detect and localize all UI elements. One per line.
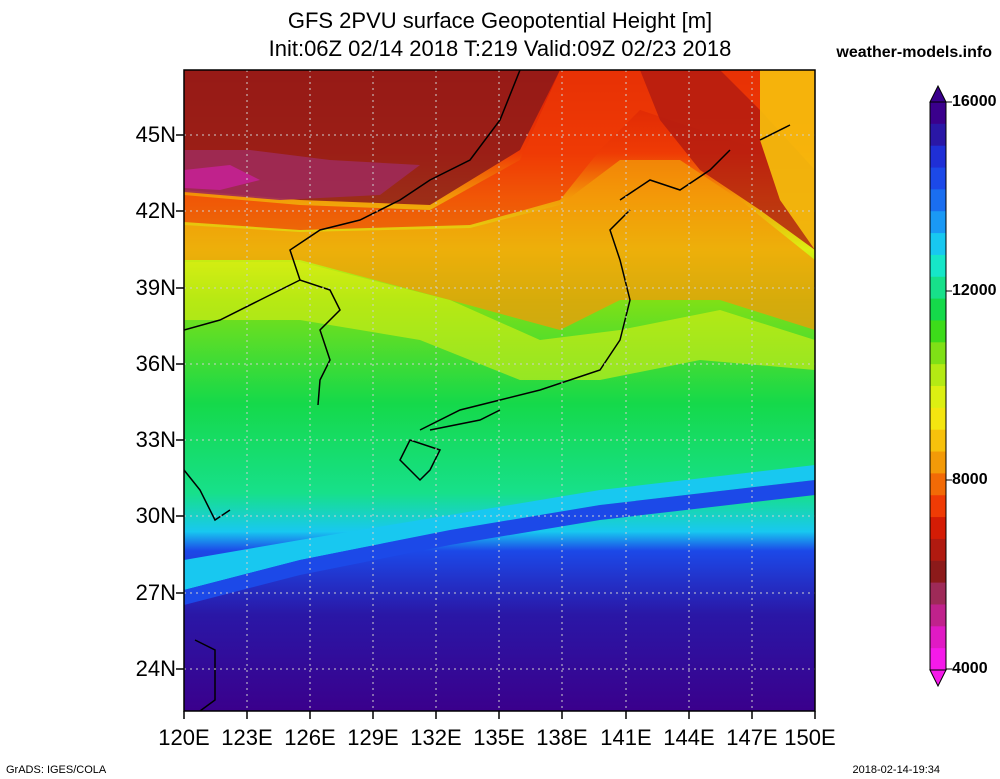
- colorbar-label-8000: 8000: [952, 471, 988, 488]
- lat-label-33n: 33N: [135, 427, 176, 452]
- colorbar-swatch: [930, 167, 946, 190]
- colorbar-swatch: [930, 145, 946, 169]
- lon-label-132e: 132E: [410, 725, 462, 750]
- lon-label-135e: 135E: [473, 725, 525, 750]
- colorbar-swatch: [930, 342, 946, 365]
- colorbar-label-12000: 12000: [952, 282, 997, 299]
- colorbar-swatch: [930, 538, 946, 562]
- colorbar-swatch: [930, 276, 946, 300]
- colorbar-swatch: [930, 211, 946, 234]
- colorbar-swatch: [930, 451, 946, 474]
- lon-label-129e: 129E: [347, 725, 399, 750]
- lon-label-138e: 138E: [536, 725, 588, 750]
- footer-credit: GrADS: IGES/COLA: [6, 764, 107, 776]
- coastlines: [184, 70, 791, 711]
- lat-label-27n: 27N: [135, 580, 176, 605]
- colorbar-swatch: [930, 254, 946, 278]
- colorbar-label-4000: 4000: [952, 660, 988, 677]
- colorbar-swatch: [930, 626, 946, 649]
- colorbar-swatch: [930, 102, 946, 125]
- colorbar-swatch: [930, 495, 946, 518]
- footer-timestamp: 2018-02-14-19:34: [852, 764, 940, 776]
- colorbar-swatch: [930, 123, 946, 147]
- lon-label-141e: 141E: [600, 725, 652, 750]
- colorbar-swatch: [930, 364, 946, 387]
- lon-label-126e: 126E: [284, 725, 336, 750]
- colorbar-swatch: [930, 604, 946, 627]
- colorbar-swatch: [930, 320, 946, 343]
- chart-title: GFS 2PVU surface Geopotential Height [m]: [287, 8, 713, 33]
- lat-label-36n: 36N: [135, 351, 176, 376]
- lat-label-39n: 39N: [135, 275, 176, 300]
- chart-subtitle: Init:06Z 02/14 2018 T:219 Valid:09Z 02/2…: [268, 36, 732, 61]
- lat-label-45n: 45N: [135, 122, 176, 147]
- colorbar-swatch: [930, 473, 946, 496]
- colorbar-swatch: [930, 517, 946, 540]
- lon-label-150e: 150E: [784, 725, 836, 750]
- lat-label-24n: 24N: [135, 656, 176, 681]
- tick-marks: [176, 134, 816, 719]
- colorbar-swatch: [930, 648, 946, 671]
- colorbar-swatch: [930, 582, 946, 605]
- graticule: [184, 70, 815, 711]
- lon-label-147e: 147E: [726, 725, 778, 750]
- colorbar-swatch: [930, 560, 946, 584]
- colorbar-swatch: [930, 407, 946, 431]
- colorbar-swatch: [930, 386, 946, 409]
- colorbar-label-16000: 16000: [952, 93, 997, 110]
- lat-label-42n: 42N: [135, 198, 176, 223]
- height-field: [184, 70, 815, 711]
- lon-label-144e: 144E: [663, 725, 715, 750]
- colorbar-max-arrow: [929, 84, 947, 103]
- lat-label-30n: 30N: [135, 503, 176, 528]
- colorbar-swatch: [930, 233, 946, 256]
- colorbar-swatch: [930, 429, 946, 453]
- colorbar-frame: [929, 101, 947, 671]
- site-watermark: weather-models.info: [836, 44, 992, 61]
- colorbar-swatch: [930, 298, 946, 321]
- lon-label-120e: 120E: [158, 725, 210, 750]
- colorbar-swatch: [930, 189, 946, 212]
- colorbar: [929, 84, 952, 688]
- colorbar-min-arrow: [929, 669, 947, 688]
- lon-label-123e: 123E: [221, 725, 273, 750]
